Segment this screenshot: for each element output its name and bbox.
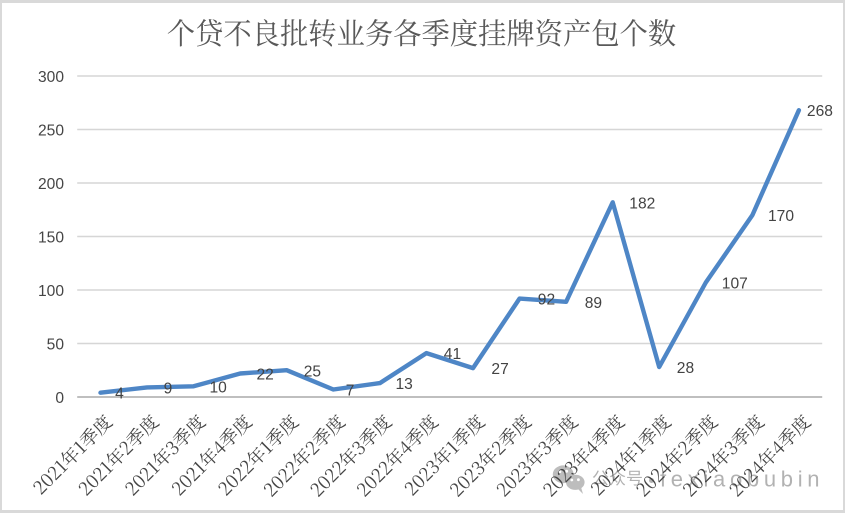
svg-text:25: 25 — [304, 363, 322, 380]
svg-text:50: 50 — [47, 337, 65, 354]
svg-text:10: 10 — [210, 379, 228, 396]
svg-text:7: 7 — [346, 383, 355, 400]
svg-text:4: 4 — [115, 386, 124, 403]
svg-text:200: 200 — [38, 176, 64, 193]
svg-text:92: 92 — [538, 292, 555, 309]
svg-text:27: 27 — [491, 361, 508, 378]
svg-text:107: 107 — [722, 276, 748, 293]
svg-text:28: 28 — [677, 360, 694, 377]
svg-text:300: 300 — [38, 69, 64, 86]
svg-text:fexiaobubin: fexiaobubin — [660, 466, 824, 491]
svg-text:22: 22 — [257, 367, 274, 384]
svg-text:100: 100 — [38, 283, 64, 300]
svg-text:41: 41 — [444, 346, 461, 363]
svg-text:89: 89 — [585, 295, 602, 312]
svg-text:0: 0 — [55, 390, 64, 407]
svg-text:250: 250 — [38, 123, 64, 140]
svg-text:9: 9 — [164, 380, 173, 397]
svg-text:13: 13 — [396, 376, 413, 393]
svg-text:170: 170 — [768, 208, 794, 225]
svg-text:268: 268 — [807, 103, 833, 120]
svg-text:182: 182 — [629, 195, 655, 212]
svg-text:150: 150 — [38, 230, 64, 247]
